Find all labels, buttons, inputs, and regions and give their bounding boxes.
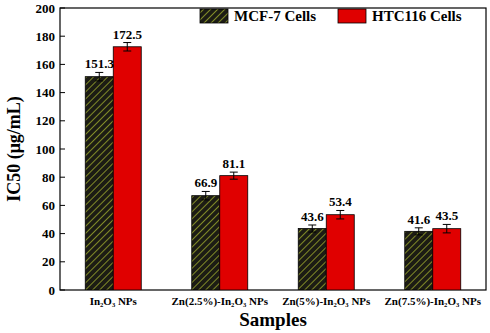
error-bar [123, 43, 131, 51]
x-tick-label: Zn(2.5%)-In₂O₃ NPs [172, 295, 269, 308]
bar [433, 229, 461, 290]
y-tick-label: 160 [36, 57, 56, 72]
error-cap [95, 72, 103, 73]
y-tick [60, 92, 65, 93]
legend-label: HTC116 Cells [372, 8, 462, 24]
y-tick-label: 120 [36, 113, 56, 128]
y-tick-label: 80 [42, 170, 55, 185]
error-cap [336, 218, 344, 219]
y-tick [60, 205, 65, 206]
y-tick [60, 8, 65, 9]
data-label: 81.1 [222, 156, 245, 171]
data-label: 41.6 [407, 212, 430, 227]
y-tick-label: 20 [42, 254, 55, 269]
error-line [233, 172, 234, 179]
bars [85, 43, 461, 290]
bar [326, 215, 354, 290]
error-cap [123, 42, 131, 43]
error-cap [202, 191, 210, 192]
error-cap [415, 234, 423, 235]
legend: MCF-7 Cells HTC116 Cells [200, 8, 462, 24]
y-tick [60, 261, 65, 262]
error-bar [230, 172, 238, 179]
y-axis-title: IC50 (μg/mL) [4, 96, 25, 202]
error-cap [336, 210, 344, 211]
data-label: 172.5 [113, 27, 143, 42]
error-bar [202, 191, 210, 199]
y-tick-label: 100 [36, 142, 56, 157]
error-cap [308, 232, 316, 233]
chart: 0 20 40 60 80 100 120 140 160 180 200 IC50 (μg/mL) S… [0, 0, 490, 333]
error-cap [415, 227, 423, 228]
error-line [340, 210, 341, 218]
bar [220, 176, 248, 290]
y-tick [60, 177, 65, 178]
data-labels: 151.3 66.9 43.6 41.6 172.5 81.1 53.4 43.5 [85, 27, 459, 227]
y-tick-label: 0 [49, 283, 56, 298]
x-tick-label: In₂O₃ NPs [90, 295, 138, 307]
error-bar [308, 225, 316, 232]
y-tick [60, 290, 65, 291]
y-tick-label: 180 [36, 29, 56, 44]
error-line [205, 191, 206, 199]
data-label: 151.3 [85, 56, 115, 71]
error-cap [308, 224, 316, 225]
y-tick-label: 40 [42, 226, 55, 241]
error-line [446, 224, 447, 232]
x-tick-label: Zn(5%)-In₂O₃ NPs [282, 295, 371, 308]
error-line [127, 43, 128, 51]
error-cap [202, 199, 210, 200]
error-bar [415, 228, 423, 235]
data-label: 43.6 [301, 209, 324, 224]
bar [405, 231, 433, 290]
error-cap [95, 80, 103, 81]
data-label: 43.5 [435, 208, 458, 223]
y-tick-label: 200 [36, 1, 56, 16]
legend-label: MCF-7 Cells [234, 8, 316, 24]
legend-swatch [200, 9, 228, 23]
bar [113, 47, 141, 290]
legend-swatch [338, 9, 366, 23]
x-axis-title: Samples [239, 309, 307, 330]
error-cap [443, 232, 451, 233]
x-tick-label: Zn(7.5%)-In₂O₃ NPs [385, 295, 482, 308]
error-cap [230, 172, 238, 173]
data-label: 66.9 [194, 175, 217, 190]
y-tick [60, 64, 65, 65]
bar [298, 229, 326, 290]
y-tick [60, 120, 65, 121]
y-tick [60, 36, 65, 37]
plot-frame [60, 8, 486, 290]
bar [192, 196, 220, 290]
error-line [99, 72, 100, 80]
data-label: 53.4 [329, 194, 352, 209]
bar [85, 77, 113, 290]
y-tick-label: 60 [42, 198, 55, 213]
error-bar [95, 72, 103, 80]
error-cap [123, 51, 131, 52]
error-line [312, 225, 313, 232]
y-tick-label: 140 [36, 85, 56, 100]
error-bar [336, 210, 344, 218]
y-tick [60, 149, 65, 150]
error-bar [443, 224, 451, 232]
error-line [418, 228, 419, 235]
error-cap [443, 224, 451, 225]
error-cap [230, 179, 238, 180]
y-tick [60, 233, 65, 234]
